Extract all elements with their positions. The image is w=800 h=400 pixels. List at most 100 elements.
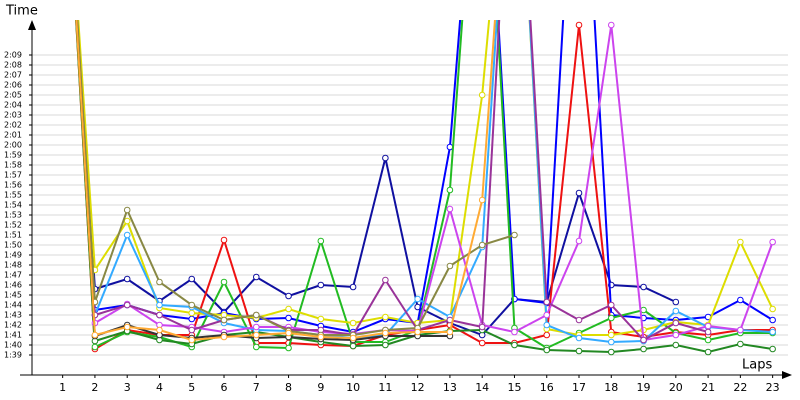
data-point: [543, 311, 551, 319]
data-point: [704, 348, 712, 356]
x-tick-label: 21: [701, 381, 715, 394]
data-point: [285, 329, 292, 337]
data-point: [575, 334, 583, 342]
x-tick-label: 6: [221, 381, 228, 394]
data-point: [123, 301, 131, 309]
data-point: [737, 296, 744, 304]
data-point: [575, 237, 583, 245]
data-point: [188, 315, 196, 323]
y-tick-label: 2:09: [4, 51, 22, 60]
x-tick-label: 10: [346, 381, 360, 394]
data-point: [478, 241, 486, 249]
data-point: [349, 334, 357, 342]
data-point: [478, 323, 486, 331]
plot-area: [75, 20, 776, 356]
data-point: [672, 331, 680, 339]
data-point: [640, 345, 647, 353]
data-point: [672, 341, 680, 349]
data-point: [382, 329, 389, 337]
data-point: [575, 21, 583, 29]
y-tick-label: 1:48: [4, 261, 22, 270]
data-point: [672, 298, 680, 306]
data-point: [188, 275, 196, 283]
x-tick-label: 9: [317, 381, 324, 394]
x-tick-label: 14: [475, 381, 489, 394]
y-tick-label: 1:44: [4, 301, 22, 310]
data-point: [511, 231, 518, 239]
data-point: [188, 326, 196, 334]
data-point: [414, 328, 421, 336]
data-point: [478, 196, 486, 204]
data-point: [640, 283, 647, 291]
y-tick-label: 1:40: [4, 341, 22, 350]
data-point: [382, 276, 389, 284]
data-point: [478, 339, 486, 347]
x-tick-label: 1: [59, 381, 66, 394]
data-point: [317, 315, 325, 323]
y-tick-label: 1:51: [4, 231, 22, 240]
data-point: [737, 340, 744, 348]
data-point: [543, 321, 551, 329]
data-point: [382, 313, 389, 321]
data-point: [607, 348, 615, 356]
x-tick-label: 4: [156, 381, 163, 394]
data-point: [123, 231, 131, 239]
y-tick-label: 2:07: [4, 71, 22, 80]
data-point: [511, 341, 518, 349]
data-point: [188, 301, 196, 309]
y-axis-arrow: [28, 20, 36, 30]
data-point: [672, 307, 680, 315]
data-point: [220, 278, 228, 286]
data-point: [769, 305, 776, 313]
x-tick-label: 23: [766, 381, 780, 394]
y-tick-label: 2:02: [4, 121, 22, 130]
data-point: [285, 344, 292, 352]
y-tick-label: 1:47: [4, 271, 22, 280]
x-tick-label: 19: [637, 381, 651, 394]
data-point: [382, 341, 389, 349]
data-point: [446, 186, 454, 194]
y-tick-label: 2:00: [4, 141, 22, 150]
data-point: [704, 322, 712, 330]
data-point: [575, 347, 583, 355]
data-point: [285, 305, 292, 313]
x-tick-label: 12: [411, 381, 425, 394]
y-tick-label: 2:03: [4, 111, 22, 120]
data-point: [349, 319, 357, 327]
data-point: [123, 323, 131, 331]
data-point: [737, 326, 744, 334]
data-point: [220, 236, 228, 244]
data-point: [349, 342, 357, 350]
data-point: [156, 326, 163, 334]
data-point: [349, 283, 357, 291]
data-point: [252, 273, 260, 281]
data-point: [769, 316, 776, 324]
data-point: [285, 314, 292, 322]
data-point: [607, 301, 615, 309]
y-tick-label: 1:46: [4, 281, 22, 290]
data-point: [252, 343, 260, 351]
y-tick-label: 1:43: [4, 311, 22, 320]
data-point: [769, 345, 776, 353]
data-point: [704, 328, 712, 336]
data-point: [382, 154, 389, 162]
data-point: [220, 316, 228, 324]
data-point: [543, 331, 551, 339]
data-point: [478, 91, 486, 99]
x-tick-label: 18: [604, 381, 618, 394]
data-point: [220, 333, 228, 341]
data-point: [446, 205, 454, 213]
data-point: [607, 21, 615, 29]
y-tick-label: 1:53: [4, 211, 22, 220]
data-point: [704, 336, 712, 344]
y-tick-label: 2:08: [4, 61, 22, 70]
data-point: [511, 328, 518, 336]
data-point: [446, 262, 454, 270]
x-tick-label: 5: [188, 381, 195, 394]
data-point: [769, 328, 776, 336]
x-axis-arrow: [782, 371, 792, 379]
data-point: [252, 311, 260, 319]
data-point: [607, 338, 615, 346]
y-tick-label: 1:54: [4, 201, 22, 210]
